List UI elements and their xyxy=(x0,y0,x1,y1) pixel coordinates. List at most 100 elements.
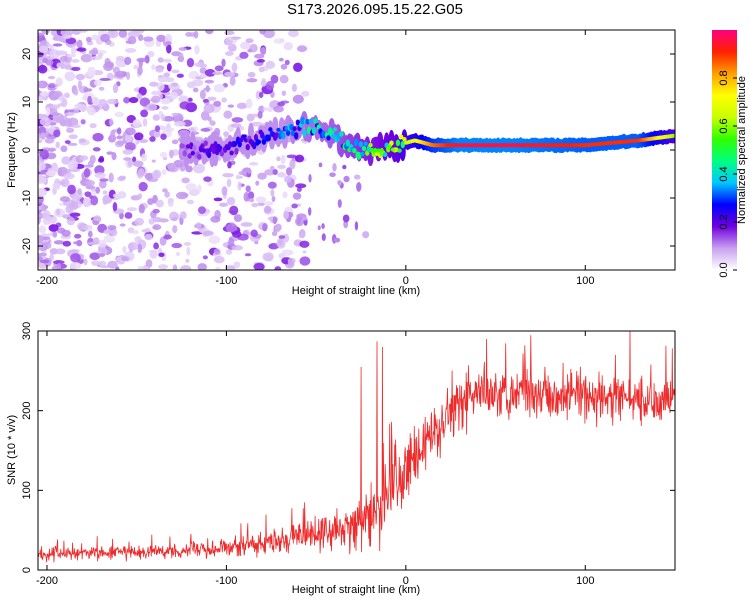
snr-y-tick-label: 0 xyxy=(21,567,33,573)
spectrogram-noise-blob xyxy=(166,62,172,72)
spectrogram-noise-blob xyxy=(276,156,281,162)
spectrogram-noise-blob xyxy=(122,149,134,155)
spectrogram-noise-blob xyxy=(59,55,68,63)
spectrogram-noise-blob xyxy=(155,67,164,73)
spectrogram-noise-blob xyxy=(235,174,241,180)
spectrogram-ridge-core xyxy=(252,142,257,150)
spectrogram-noise-blob xyxy=(179,101,191,110)
spectrogram-noise-blob xyxy=(162,115,175,122)
spectrogram-noise-blob xyxy=(302,216,308,221)
spectrogram-noise-blob xyxy=(299,256,311,266)
spectrogram-noise-blob xyxy=(262,223,268,232)
spectrogram-noise-blob xyxy=(153,242,159,250)
spectrogram-noise-blob xyxy=(294,154,305,163)
spectrogram-noise-blob xyxy=(85,106,95,112)
spectrogram-noise-blob xyxy=(80,119,86,125)
spectrogram-noise-blob xyxy=(92,132,104,142)
spectrogram-noise-blob xyxy=(273,105,284,113)
spectrogram-noise-blob xyxy=(258,66,265,73)
spectrogram-noise-blob xyxy=(90,195,99,206)
spectrogram-noise-blob xyxy=(268,243,280,250)
spectrogram-noise-blob xyxy=(247,48,253,53)
spectrogram-noise-blob xyxy=(218,202,229,207)
spectrogram-noise-blob xyxy=(337,180,342,186)
spectrogram-noise-blob xyxy=(69,212,81,217)
spectrogram-noise-blob xyxy=(166,162,177,169)
spectrogram-noise-blob xyxy=(89,123,97,129)
spectrogram-noise-blob xyxy=(178,95,189,103)
spectrogram-ridge-core xyxy=(402,136,407,142)
spectrogram-noise-blob xyxy=(321,233,326,242)
spectrogram-noise-blob xyxy=(38,88,41,97)
spectrogram-noise-blob xyxy=(93,79,102,87)
spectrogram-noise-blob xyxy=(103,229,112,235)
spectrogram-noise-blob xyxy=(144,173,153,181)
spectrogram-noise-blob xyxy=(295,183,307,189)
spectrogram-noise-blob xyxy=(109,118,114,127)
spectrogram-noise-blob xyxy=(171,51,182,57)
spectrogram-noise-blob xyxy=(64,112,75,116)
spectrogram-noise-blob xyxy=(299,240,310,248)
spectrogram-y-tick-label: -10 xyxy=(21,190,33,206)
spectrogram-noise-blob xyxy=(239,41,251,50)
spectrogram-noise-blob xyxy=(90,56,103,61)
spectrogram-noise-blob xyxy=(233,261,241,269)
spectrogram-noise-blob xyxy=(93,96,99,107)
spectrogram-noise-blob xyxy=(255,180,260,186)
spectrogram-noise-blob xyxy=(203,176,212,182)
spectrogram-noise-blob xyxy=(110,229,118,237)
spectrogram-noise-blob xyxy=(40,91,50,97)
spectrogram-noise-blob xyxy=(38,32,45,36)
spectrogram-noise-blob xyxy=(243,191,250,202)
spectrogram-noise-blob xyxy=(150,95,161,104)
spectrogram-noise-blob xyxy=(163,234,172,240)
spectrogram-noise-blob xyxy=(98,86,105,91)
snr-y-tick-label: 200 xyxy=(21,401,33,419)
spectrogram-ridge-core xyxy=(295,119,301,126)
spectrogram-noise-blob xyxy=(270,165,275,171)
spectrogram-ridge-core xyxy=(300,116,305,125)
colorbar-tick-label: 0.2 xyxy=(718,214,730,229)
spectrogram-noise-blob xyxy=(270,189,275,197)
spectrogram-noise-blob xyxy=(342,214,350,223)
spectrogram-ridge-core xyxy=(276,127,281,132)
spectrogram-noise-blob xyxy=(162,188,168,193)
spectrogram-noise-blob xyxy=(53,129,61,138)
spectrogram-noise-blob xyxy=(85,185,96,190)
spectrogram-noise-blob xyxy=(47,75,56,80)
spectrogram-noise-blob xyxy=(137,243,143,254)
spectrogram-noise-blob xyxy=(213,100,222,107)
spectrogram-noise-blob xyxy=(253,263,265,270)
spectrogram-noise-blob xyxy=(60,61,65,70)
spectrogram-noise-blob xyxy=(200,110,210,121)
spectrogram-noise-blob xyxy=(136,57,148,63)
spectrogram-noise-blob xyxy=(353,174,361,180)
spectrogram-noise-blob xyxy=(181,177,190,184)
spectrogram-noise-blob xyxy=(247,71,256,78)
spectrogram-x-tick-label: 100 xyxy=(576,275,594,287)
spectrogram-noise-blob xyxy=(245,98,253,109)
spectrogram-noise-blob xyxy=(278,237,283,246)
spectrogram-noise-blob xyxy=(151,159,156,163)
spectrogram-noise-blob xyxy=(137,193,143,199)
spectrogram-noise-blob xyxy=(91,47,99,56)
spectrogram-noise-blob xyxy=(45,215,53,222)
spectrogram-noise-blob xyxy=(107,30,119,39)
spectrogram-noise-blob xyxy=(112,202,118,212)
spectrogram-noise-blob xyxy=(38,187,47,197)
spectrogram-noise-blob xyxy=(202,255,208,260)
spectrogram-noise-blob xyxy=(186,199,194,205)
spectrogram-noise-blob xyxy=(343,175,350,183)
spectrogram-noise-blob xyxy=(91,34,99,41)
spectrogram-noise-blob xyxy=(285,167,293,176)
spectrogram-noise-blob xyxy=(291,203,298,209)
spectrogram-noise-blob xyxy=(125,127,136,136)
spectrogram-noise-blob xyxy=(271,196,276,203)
spectrogram-ridge-core xyxy=(203,140,208,147)
spectrogram-noise-blob xyxy=(55,77,63,87)
spectrogram-noise-blob xyxy=(74,233,82,239)
spectrogram-noise-blob xyxy=(115,55,126,62)
spectrogram-noise-blob xyxy=(226,178,232,188)
spectrogram-noise-blob xyxy=(204,69,216,77)
spectrogram-noise-blob xyxy=(246,78,258,83)
